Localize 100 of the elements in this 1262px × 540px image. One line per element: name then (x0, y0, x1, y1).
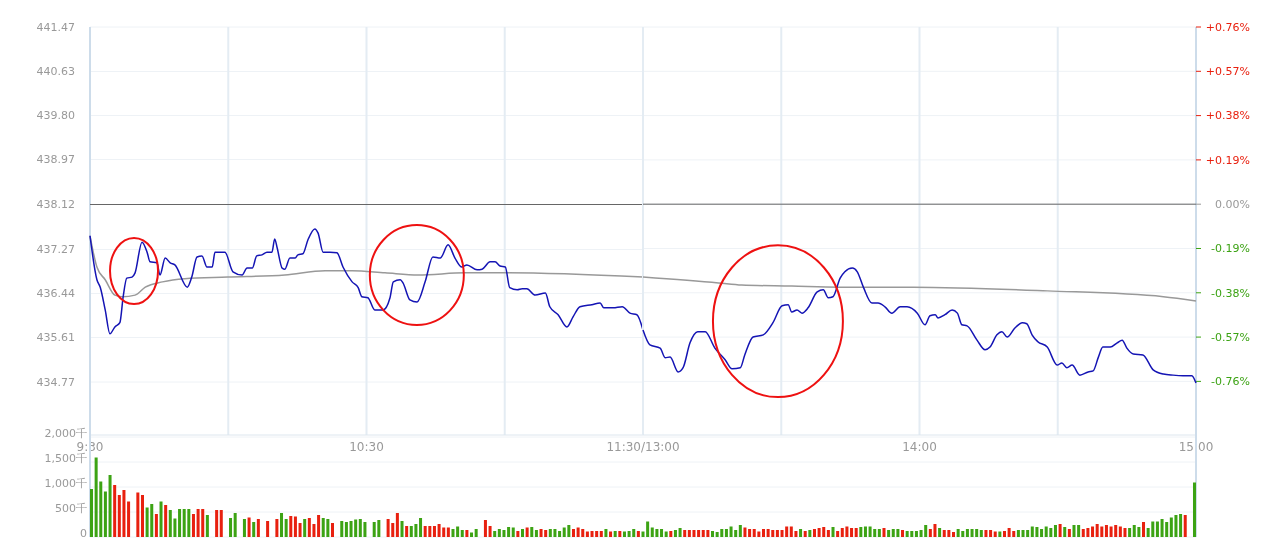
bar (303, 519, 307, 537)
bar (516, 531, 520, 537)
bar (94, 457, 98, 537)
bar (660, 529, 664, 537)
bar (90, 489, 94, 537)
bar (326, 519, 330, 537)
bar (354, 519, 358, 537)
bar (711, 531, 715, 537)
bar (215, 510, 219, 537)
bar (1030, 526, 1034, 537)
bar (502, 530, 506, 537)
bar (581, 529, 585, 537)
bar (1100, 526, 1104, 537)
bar (738, 525, 742, 537)
bar (275, 519, 279, 537)
bar (826, 530, 830, 537)
bar (1118, 526, 1122, 537)
bar (905, 531, 909, 537)
bar (590, 531, 594, 537)
text: +0.19% (1205, 153, 1250, 167)
bar (669, 531, 673, 537)
bar (1155, 521, 1159, 537)
bar (942, 530, 946, 537)
bar (377, 520, 381, 537)
bar (247, 517, 251, 537)
bar (850, 528, 854, 537)
bar (349, 521, 353, 537)
bar (901, 530, 905, 537)
bar (775, 530, 779, 537)
bar (687, 530, 691, 537)
x-tick-label: 14:00 (902, 440, 937, 454)
bar (910, 531, 914, 537)
bar (873, 529, 877, 537)
bar (293, 516, 297, 537)
bar (1063, 527, 1067, 537)
bar (1049, 528, 1053, 537)
bar (627, 531, 631, 537)
bar (752, 529, 756, 537)
bar (317, 515, 321, 537)
bar (1169, 517, 1173, 537)
bar (845, 526, 849, 537)
bar (914, 531, 918, 537)
bar (1002, 531, 1006, 537)
bar (428, 526, 432, 537)
bar (877, 529, 881, 537)
bar (201, 509, 205, 537)
bar (1123, 528, 1127, 537)
bar (970, 529, 974, 537)
bar (952, 532, 956, 537)
bar (595, 531, 599, 537)
bar (1104, 525, 1108, 537)
y-tick-label: 438.97 (36, 153, 75, 167)
bar (822, 527, 826, 537)
bar (474, 529, 478, 537)
bar (145, 507, 149, 537)
bar (1091, 526, 1095, 537)
bar (340, 521, 344, 537)
bar (103, 491, 107, 537)
bar (530, 527, 534, 537)
bar (558, 531, 562, 537)
bar (182, 509, 186, 537)
bar (799, 529, 803, 537)
bar (1192, 482, 1196, 537)
x-tick-label: 11:30/13:00 (606, 440, 680, 454)
bar (330, 523, 334, 537)
bar (205, 515, 209, 537)
bar (812, 529, 816, 537)
bar (692, 530, 696, 537)
bar (761, 529, 765, 537)
bar (507, 527, 511, 537)
bar (1058, 524, 1062, 537)
bar (256, 519, 260, 537)
bar (414, 524, 418, 537)
bar (1081, 529, 1085, 537)
y-tick-label: 439.80 (36, 109, 75, 123)
bar (1109, 526, 1113, 537)
bar (817, 528, 821, 537)
bar (358, 519, 362, 537)
bar (891, 529, 895, 537)
bar (1179, 514, 1183, 537)
bar (219, 510, 223, 537)
bar (553, 529, 557, 537)
bar (548, 529, 552, 537)
bar (446, 527, 450, 537)
bar (140, 495, 144, 537)
bar (321, 518, 325, 537)
bar (233, 513, 237, 537)
bar (544, 530, 548, 537)
bar (539, 529, 543, 537)
bar (1165, 522, 1169, 537)
bar (150, 504, 154, 537)
bar (437, 524, 441, 537)
text: 0.00% (1215, 198, 1250, 212)
bar (1012, 531, 1016, 537)
x-tick-label: 15:00 (1178, 440, 1214, 454)
text: -0.76% (1211, 375, 1250, 389)
text: -0.19% (1211, 242, 1250, 256)
bar (836, 531, 840, 537)
bar (1035, 527, 1039, 537)
bar (488, 526, 492, 537)
